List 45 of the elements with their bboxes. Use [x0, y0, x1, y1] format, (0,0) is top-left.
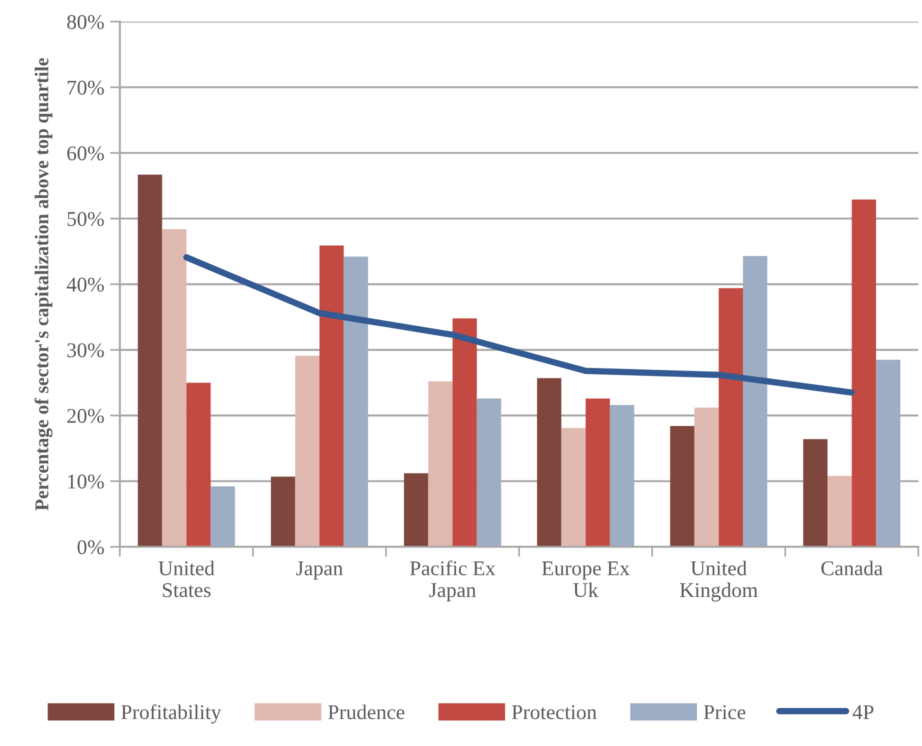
legend-label: 4P [852, 705, 874, 720]
y-tick-label: 70% [68, 80, 104, 95]
bar [561, 428, 586, 547]
bar [270, 476, 296, 547]
bar [694, 408, 719, 547]
x-tick-label: Japan [296, 562, 343, 580]
bar [852, 200, 876, 547]
bar [537, 378, 562, 547]
y-tick-label: 80% [67, 15, 104, 30]
bar [210, 486, 235, 547]
bar [718, 288, 743, 547]
y-tick-label: 0% [78, 540, 104, 554]
bar [295, 356, 320, 547]
bar [138, 174, 162, 547]
x-tick-label: United States [158, 560, 214, 598]
x-tick-label: United Kingdom [680, 560, 758, 602]
bar [186, 382, 211, 547]
x-tick-label: Canada [821, 560, 883, 576]
y-tick-label: 60% [67, 146, 104, 160]
bar [344, 256, 368, 547]
bar [162, 229, 186, 547]
x-tick-label: Europe Ex Uk [542, 562, 630, 598]
y-tick-label: 20% [67, 408, 104, 424]
legend-label: Protection [512, 705, 597, 720]
bar [610, 405, 634, 547]
bar [452, 318, 477, 547]
y-tick-label: 30% [67, 343, 104, 358]
bar [876, 360, 900, 547]
y-tick-label: 10% [68, 474, 104, 489]
bar [742, 256, 768, 547]
legend-label: Price [704, 705, 746, 720]
bar [428, 381, 453, 547]
bar [404, 473, 428, 547]
bar [827, 476, 852, 547]
bar [670, 426, 694, 547]
bar [803, 439, 828, 547]
y-axis-title: Percentage of sector's capitalization above top quartile [34, 58, 53, 511]
bar [319, 245, 344, 547]
legend-label: Prudence [328, 704, 404, 720]
bar [476, 398, 502, 547]
bar [586, 398, 610, 547]
legend-label: Profitability [121, 704, 222, 724]
y-tick-label: 50% [68, 212, 104, 226]
x-tick-label: Pacific Ex Japan [410, 560, 496, 602]
y-tick-label: 40% [66, 278, 104, 292]
